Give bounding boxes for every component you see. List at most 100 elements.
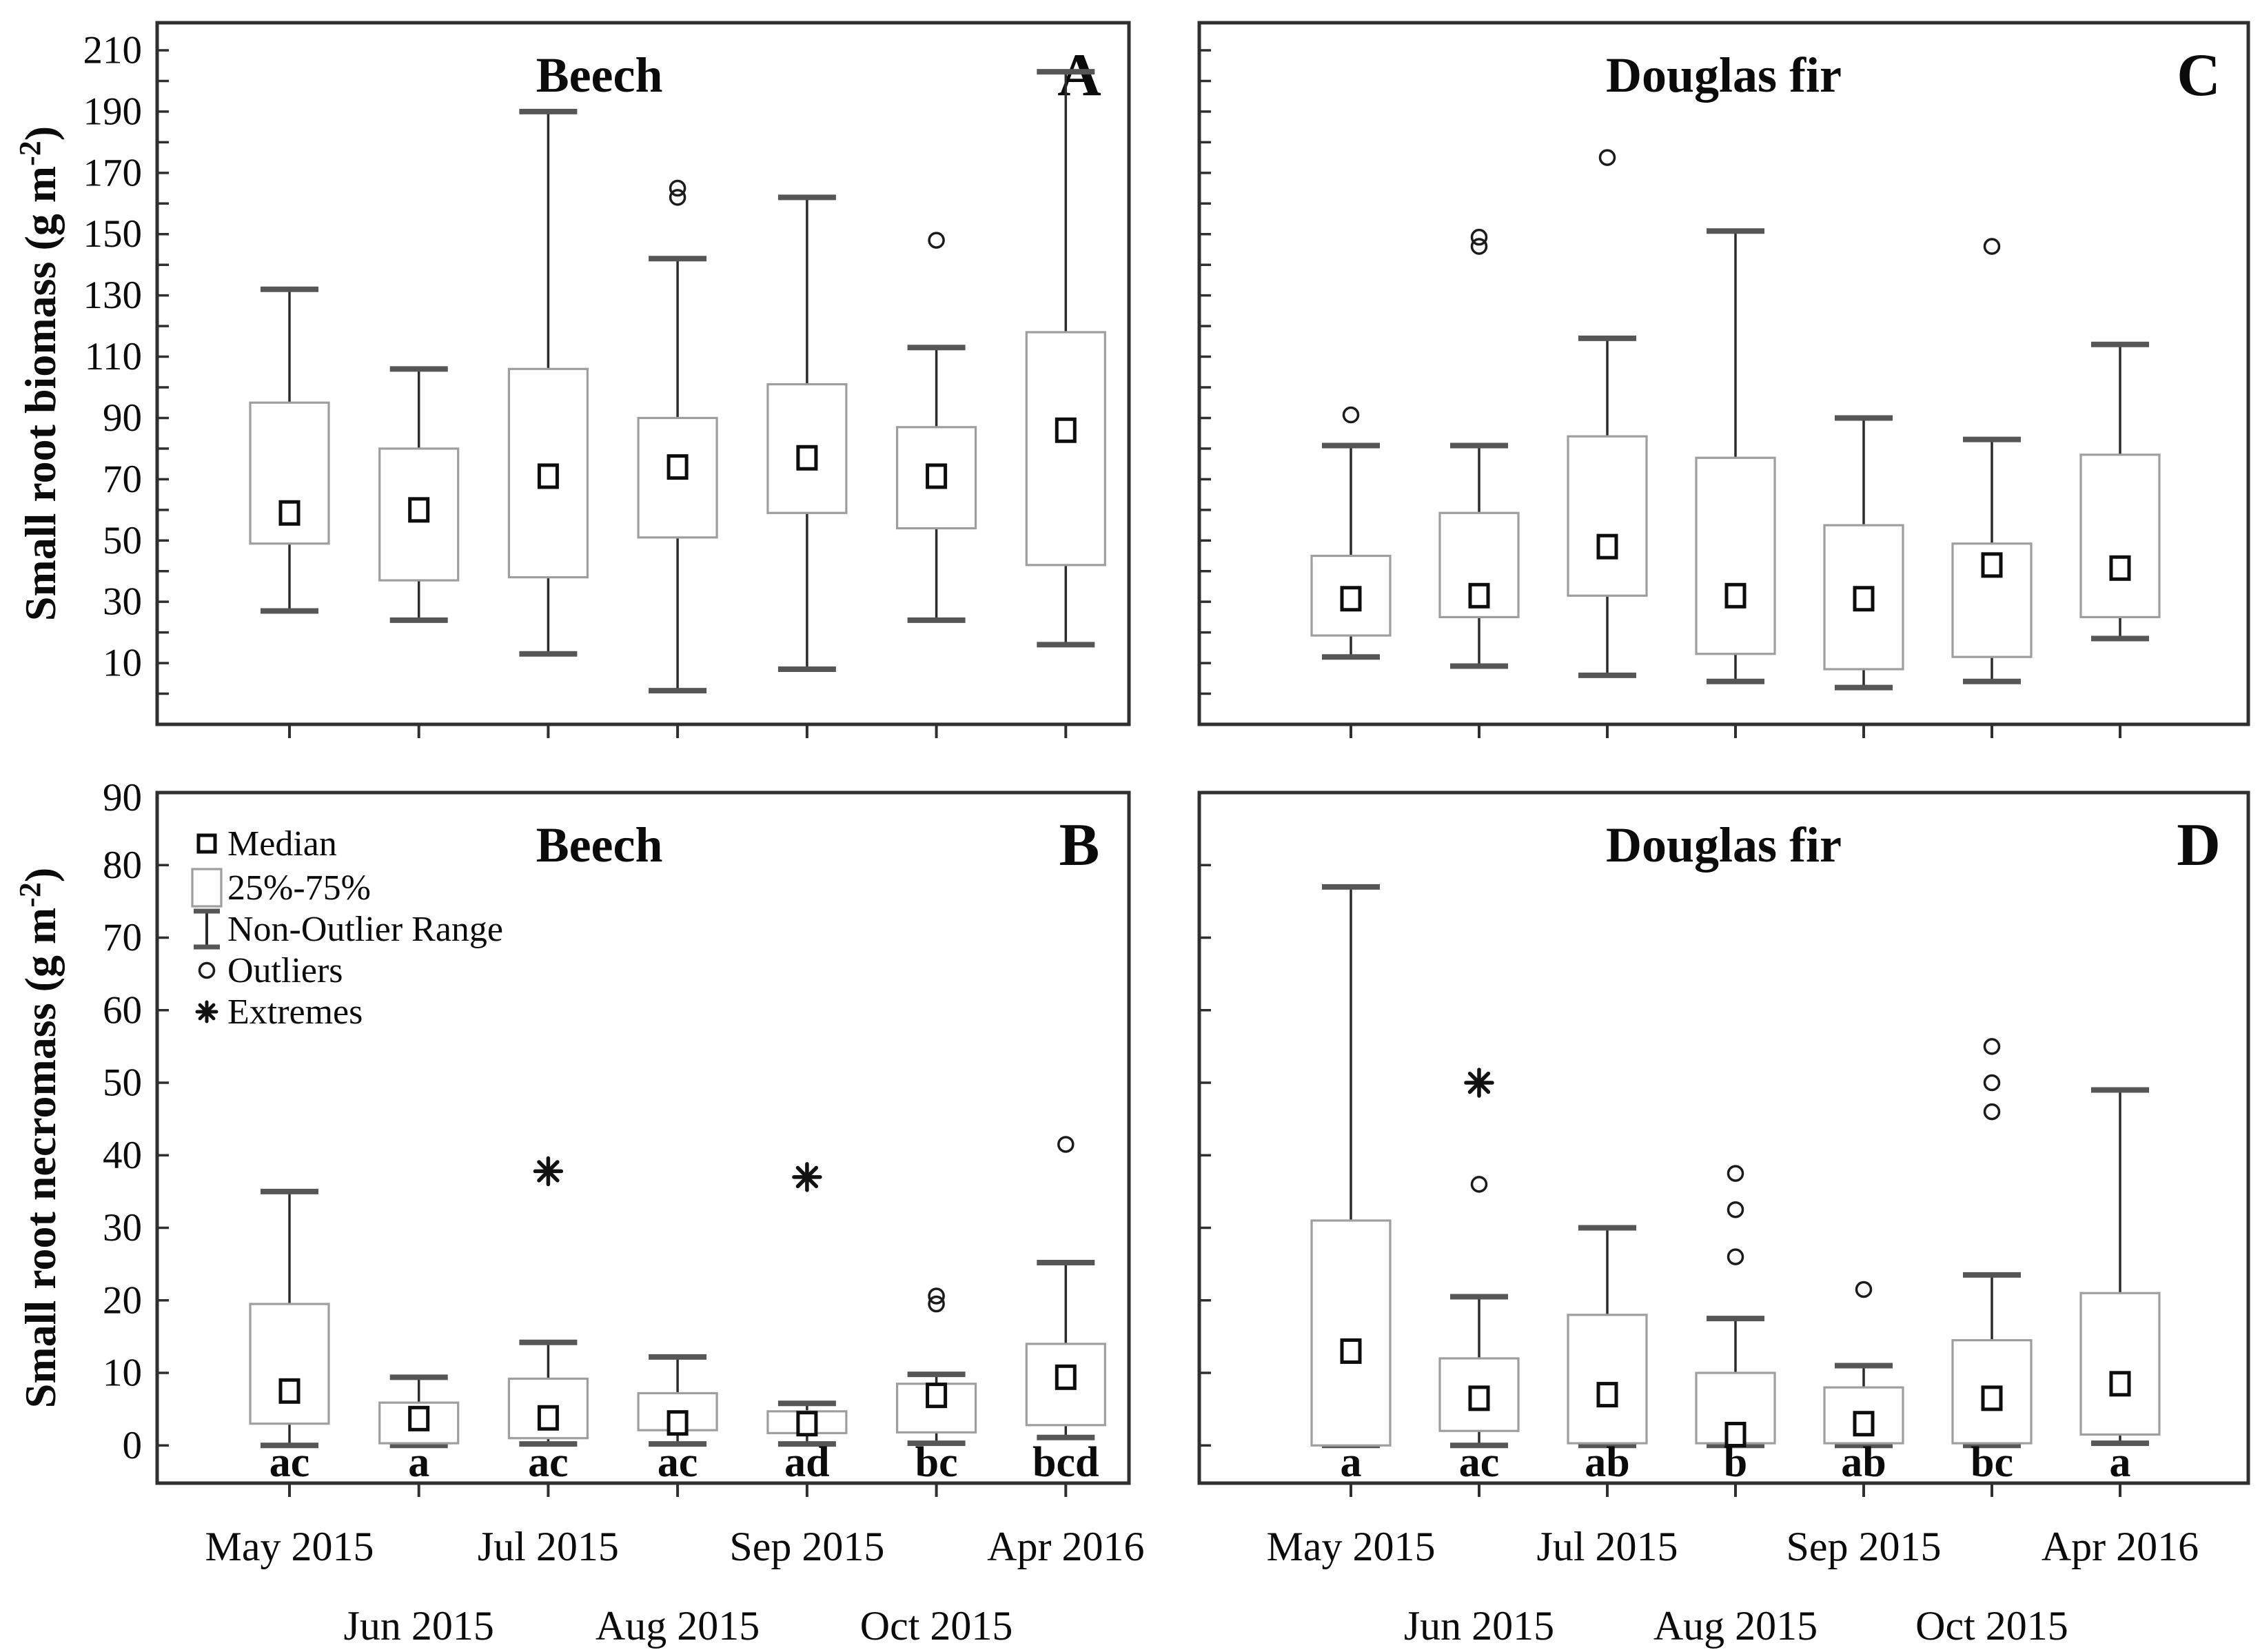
y-tick-label: 70 [103, 458, 142, 501]
boxplot-A-sep-2015 [766, 194, 848, 672]
outlier-marker [1342, 406, 1360, 424]
panel-title: Beech [536, 817, 663, 873]
legend-median-icon [196, 833, 217, 854]
boxplot-C-jul-2015 [1567, 149, 1648, 678]
legend-label: Non-Outlier Range [227, 910, 503, 949]
y-tick-label: 30 [103, 1206, 142, 1250]
x-category-label: Oct 2015 [1915, 1603, 2068, 1649]
x-category-label: Sep 2015 [729, 1524, 884, 1569]
median-marker [2109, 555, 2131, 581]
boxplot-D-jun-2015: ac [1438, 1068, 1520, 1486]
y-tick-label: 10 [103, 642, 142, 685]
boxplot-C-oct-2015 [1951, 238, 2033, 684]
median-marker [1596, 1382, 1618, 1408]
median-marker [2109, 1371, 2131, 1397]
significance-letter: ac [269, 1439, 310, 1486]
median-marker [278, 500, 301, 526]
outlier-marker [1470, 228, 1488, 246]
panel-corner-label: C [2177, 42, 2221, 109]
iqr-box [766, 383, 848, 514]
y-tick-label: 60 [103, 988, 142, 1032]
panel-D: Douglas fir Da ac ab b ab bc a May 2015 Jun 2015 J… [1197, 791, 2250, 1649]
panel-corner-label: A [1057, 42, 1101, 109]
x-category-label: Jul 2015 [1536, 1524, 1678, 1569]
y-tick-label: 170 [83, 151, 143, 194]
median-marker [1055, 1364, 1077, 1390]
median-marker [796, 445, 818, 471]
significance-letter: ac [528, 1439, 569, 1486]
outlier-marker [928, 232, 945, 249]
iqr-box [2079, 453, 2161, 619]
y-tick-label: 10 [103, 1352, 142, 1395]
x-category-label: Sep 2015 [1786, 1524, 1942, 1569]
boxplot-A-jun-2015 [378, 366, 460, 623]
boxplot-C-apr-2016 [2079, 341, 2161, 642]
y-tick-label: 50 [103, 519, 142, 562]
median-marker [1596, 533, 1618, 560]
legend-label: Outliers [227, 951, 343, 990]
iqr-box [1567, 1314, 1648, 1445]
panel-corner-label: D [2177, 812, 2221, 879]
legend-extreme-icon [198, 1003, 216, 1021]
panel-B: 0 10 20 30 40 50 60 70 80 90 Beech Bac a ac ac ad bc bcd S… [13, 776, 1144, 1649]
iqr-box [2079, 1292, 2161, 1436]
panel-title: Douglas fir [1606, 817, 1842, 873]
y-tick-label: 70 [103, 916, 142, 959]
outlier-marker [1983, 1074, 2001, 1092]
outlier-marker [1983, 1038, 2001, 1055]
outlier-marker [1057, 1136, 1075, 1153]
median-marker [1468, 1385, 1490, 1411]
x-category-label: May 2015 [1267, 1524, 1436, 1569]
boxplot-C-may-2015 [1310, 406, 1392, 660]
x-category-label: Jun 2015 [344, 1603, 494, 1649]
significance-letter: ab [1841, 1439, 1886, 1486]
x-category-label: Aug 2015 [1653, 1603, 1818, 1649]
significance-letter: ad [784, 1439, 829, 1486]
boxplot-D-aug-2015: b [1695, 1165, 1776, 1486]
panel-A: 10 30 50 70 90 110 130 150 170 190 210 Beech A Small … [13, 21, 1131, 738]
panel-title: Douglas fir [1606, 48, 1842, 103]
boxplot-C-sep-2015 [1823, 415, 1904, 691]
significance-letter: a [2110, 1439, 2131, 1486]
median-marker [1981, 552, 2003, 578]
boxplot-D-oct-2015: bc [1951, 1038, 2033, 1486]
legend-label: 25%-75% [227, 868, 371, 908]
median-marker [796, 1411, 818, 1437]
legend-outlier-icon [198, 961, 216, 979]
median-marker [1340, 1338, 1362, 1364]
boxplot-B-may-2015: ac [249, 1188, 330, 1486]
outlier-marker [928, 1287, 945, 1305]
significance-letter: ab [1585, 1439, 1629, 1486]
boxplot-A-jul-2015 [507, 108, 589, 657]
boxplot-B-oct-2015: bc [895, 1287, 977, 1486]
iqr-box [249, 1303, 330, 1425]
iqr-box [1695, 456, 1776, 655]
boxplot-B-jul-2015: ac [507, 1156, 589, 1486]
boxplot-D-sep-2015: ab [1823, 1281, 1904, 1486]
outlier-marker [1727, 1165, 1744, 1182]
panel-title: Beech [536, 48, 663, 103]
extreme-marker [1464, 1068, 1494, 1098]
legend-box-icon [191, 868, 223, 908]
boxplot-A-apr-2016 [1025, 69, 1106, 648]
outlier-marker [1470, 1176, 1488, 1193]
outlier-marker [1470, 238, 1488, 255]
x-category-label: May 2015 [205, 1524, 374, 1569]
iqr-box [1567, 435, 1648, 597]
boxplot-A-oct-2015 [895, 232, 977, 623]
boxplot-B-jun-2015: a [378, 1374, 460, 1486]
median-marker [926, 1383, 948, 1409]
extreme-marker [792, 1162, 822, 1192]
significance-letter: bc [915, 1439, 958, 1486]
median-marker [1055, 417, 1077, 443]
median-marker [1981, 1385, 2003, 1411]
boxplot-C-jun-2015 [1438, 228, 1520, 669]
x-category-label: Apr 2016 [987, 1524, 1144, 1569]
y-tick-label: 40 [103, 1134, 142, 1177]
x-category-label: Apr 2016 [2042, 1524, 2199, 1569]
outlier-marker [1983, 1103, 2001, 1121]
outlier-marker [669, 179, 686, 197]
significance-letter: bc [1971, 1439, 2013, 1486]
median-marker [408, 497, 430, 523]
